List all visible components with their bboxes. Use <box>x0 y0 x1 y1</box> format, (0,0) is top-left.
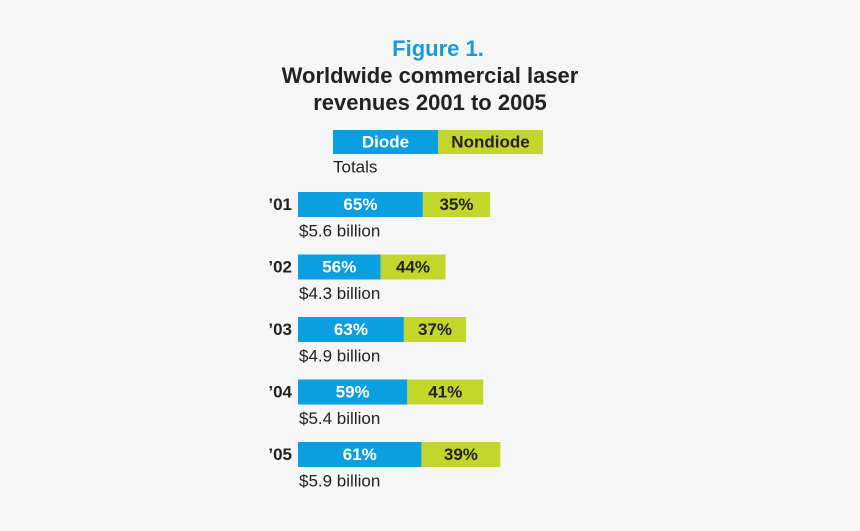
bar-segment <box>298 379 408 405</box>
chart-subtitle: Worldwide commercial laser <box>282 63 579 88</box>
bar-segment <box>421 442 501 467</box>
category-label: ’05 <box>268 445 292 464</box>
totals-label: Totals <box>333 157 377 176</box>
legend-swatch <box>438 130 543 154</box>
total-label: $5.4 billion <box>299 409 380 428</box>
category-label: ’03 <box>268 320 292 339</box>
total-label: $5.6 billion <box>299 221 380 240</box>
bar-segment <box>407 379 484 405</box>
legend-label: Nondiode <box>451 132 529 151</box>
bar-segment <box>380 254 446 280</box>
value-label: 41% <box>428 382 462 401</box>
bar-segment <box>298 192 423 217</box>
bar-segment <box>298 254 381 280</box>
bar-segment <box>298 317 404 342</box>
total-label: $4.9 billion <box>299 346 380 365</box>
value-label: 56% <box>322 257 356 276</box>
category-label: ’01 <box>268 195 292 214</box>
value-label: 61% <box>343 445 377 464</box>
legend-label: Diode <box>362 132 409 151</box>
bar-segment <box>298 442 422 467</box>
legend-swatch <box>333 130 438 154</box>
category-label: ’04 <box>268 382 292 401</box>
value-label: 63% <box>334 320 368 339</box>
chart-title: Figure 1. <box>392 36 484 61</box>
value-label: 35% <box>439 195 473 214</box>
value-label: 44% <box>396 257 430 276</box>
value-label: 65% <box>343 195 377 214</box>
chart-subtitle: revenues 2001 to 2005 <box>313 90 547 115</box>
bar-segment <box>403 317 467 342</box>
value-label: 59% <box>336 382 370 401</box>
total-label: $4.3 billion <box>299 284 380 303</box>
total-label: $5.9 billion <box>299 471 380 490</box>
category-label: ’02 <box>268 257 292 276</box>
value-label: 39% <box>444 445 478 464</box>
value-label: 37% <box>418 320 452 339</box>
bar-segment <box>422 192 491 217</box>
